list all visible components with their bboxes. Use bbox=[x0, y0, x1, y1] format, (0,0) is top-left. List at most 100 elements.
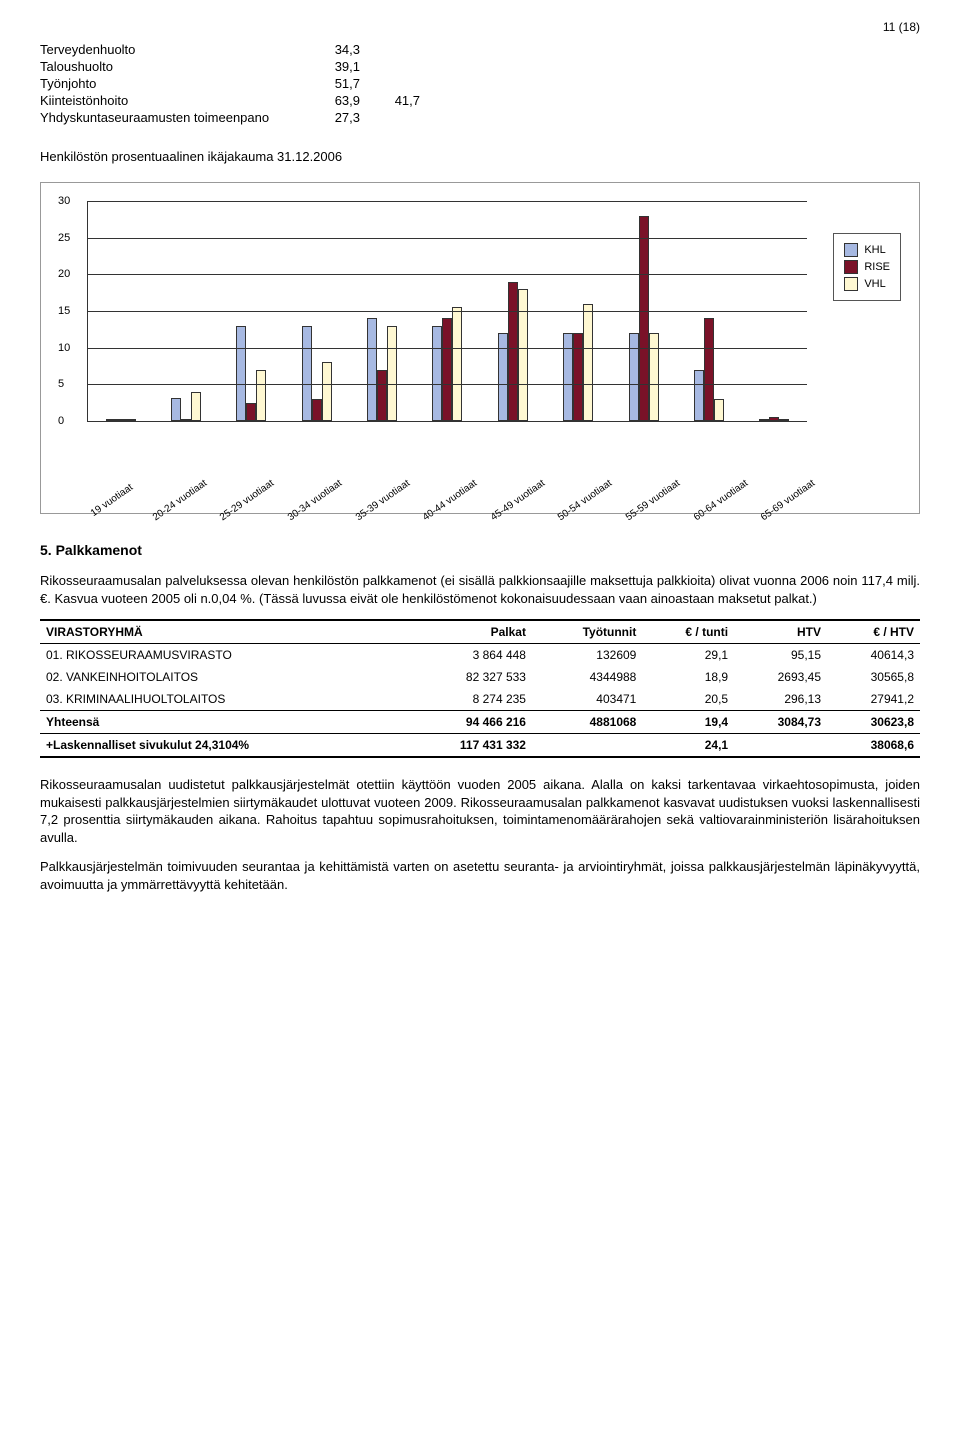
bar bbox=[452, 307, 462, 421]
paragraph-3: Palkkausjärjestelmän toimivuuden seurant… bbox=[40, 858, 920, 893]
table-footer-row: +Laskennalliset sivukulut 24,3104%117 43… bbox=[40, 734, 920, 757]
table-row: 01. RIKOSSEURAAMUSVIRASTO3 864 448132609… bbox=[40, 644, 920, 666]
row-label: Kiinteistönhoito bbox=[40, 93, 300, 108]
data-row: Taloushuolto 39,1 bbox=[40, 59, 920, 74]
page-number: 11 (18) bbox=[40, 20, 920, 34]
table-cell: 30565,8 bbox=[827, 666, 920, 688]
bar bbox=[256, 370, 266, 421]
row-value-2 bbox=[360, 76, 420, 91]
table-cell: 18,9 bbox=[642, 666, 734, 688]
y-axis-label: 0 bbox=[58, 415, 64, 427]
costs-table: VIRASTORYHMÄPalkatTyötunnit€ / tuntiHTV€… bbox=[40, 619, 920, 758]
bar bbox=[498, 333, 508, 421]
table-cell: 2693,45 bbox=[734, 666, 827, 688]
section-5-heading: 5. Palkkamenot bbox=[40, 542, 920, 558]
table-cell: 117 431 332 bbox=[401, 734, 532, 757]
y-axis-label: 30 bbox=[58, 195, 70, 207]
table-cell: 20,5 bbox=[642, 688, 734, 711]
row-value-1: 27,3 bbox=[300, 110, 360, 125]
row-value-2 bbox=[360, 42, 420, 57]
data-row: Yhdyskuntaseuraamusten toimeenpano 27,3 bbox=[40, 110, 920, 125]
table-header-cell: € / HTV bbox=[827, 620, 920, 644]
paragraph-1: Rikosseuraamusalan palveluksessa olevan … bbox=[40, 572, 920, 607]
row-label: Yhdyskuntaseuraamusten toimeenpano bbox=[40, 110, 300, 125]
row-label: Terveydenhuolto bbox=[40, 42, 300, 57]
legend-swatch bbox=[844, 277, 858, 291]
legend-label: RISE bbox=[864, 261, 890, 273]
table-cell: 40614,3 bbox=[827, 644, 920, 666]
legend-label: VHL bbox=[864, 278, 885, 290]
legend-item: KHL bbox=[844, 243, 890, 257]
x-axis-label: 55-59 vuotiaat bbox=[622, 477, 684, 525]
x-axis-label: 19 vuotiaat bbox=[81, 477, 143, 525]
table-cell: 4881068 bbox=[532, 711, 642, 734]
bar bbox=[377, 370, 387, 421]
table-cell: 03. KRIMINAALIHUOLTOLAITOS bbox=[40, 688, 401, 711]
table-row: 02. VANKEINHOITOLAITOS82 327 53343449881… bbox=[40, 666, 920, 688]
gridline bbox=[88, 384, 807, 385]
table-row: 03. KRIMINAALIHUOLTOLAITOS8 274 23540347… bbox=[40, 688, 920, 711]
bar bbox=[518, 289, 528, 421]
table-cell: 82 327 533 bbox=[401, 666, 532, 688]
bar bbox=[367, 318, 377, 421]
bar bbox=[432, 326, 442, 421]
chart-title: Henkilöstön prosentuaalinen ikäjakauma 3… bbox=[40, 149, 920, 164]
x-axis-label: 20-24 vuotiaat bbox=[149, 477, 211, 525]
table-cell: 8 274 235 bbox=[401, 688, 532, 711]
table-total-row: Yhteensä94 466 216488106819,43084,733062… bbox=[40, 711, 920, 734]
data-row: Kiinteistönhoito 63,9 41,7 bbox=[40, 93, 920, 108]
data-row: Terveydenhuolto 34,3 bbox=[40, 42, 920, 57]
gridline bbox=[88, 311, 807, 312]
table-cell: 95,15 bbox=[734, 644, 827, 666]
bar bbox=[442, 318, 452, 421]
table-cell: 4344988 bbox=[532, 666, 642, 688]
gridline bbox=[88, 348, 807, 349]
y-axis-label: 20 bbox=[58, 268, 70, 280]
table-cell: Yhteensä bbox=[40, 711, 401, 734]
table-header-cell: € / tunti bbox=[642, 620, 734, 644]
bar bbox=[714, 399, 724, 421]
table-cell: 24,1 bbox=[642, 734, 734, 757]
table-cell: 94 466 216 bbox=[401, 711, 532, 734]
table-cell: 3084,73 bbox=[734, 711, 827, 734]
x-axis-label: 65-69 vuotiaat bbox=[758, 477, 820, 525]
row-label: Taloushuolto bbox=[40, 59, 300, 74]
x-axis-label: 45-49 vuotiaat bbox=[487, 477, 549, 525]
table-cell: 27941,2 bbox=[827, 688, 920, 711]
top-data-rows: Terveydenhuolto 34,3 Taloushuolto 39,1 T… bbox=[40, 42, 920, 125]
legend-label: KHL bbox=[864, 244, 885, 256]
gridline bbox=[88, 421, 807, 422]
bar bbox=[322, 362, 332, 421]
bar bbox=[312, 399, 322, 421]
table-cell: 38068,6 bbox=[827, 734, 920, 757]
table-header-cell: Työtunnit bbox=[532, 620, 642, 644]
chart-legend: KHL RISE VHL bbox=[833, 233, 901, 301]
x-axis-label: 40-44 vuotiaat bbox=[419, 477, 481, 525]
bar bbox=[302, 326, 312, 421]
table-header-cell: VIRASTORYHMÄ bbox=[40, 620, 401, 644]
x-axis-label: 25-29 vuotiaat bbox=[216, 477, 278, 525]
x-axis-label: 60-64 vuotiaat bbox=[690, 477, 752, 525]
row-value-1: 39,1 bbox=[300, 59, 360, 74]
table-cell bbox=[734, 734, 827, 757]
row-value-1: 34,3 bbox=[300, 42, 360, 57]
bar bbox=[694, 370, 704, 421]
legend-item: RISE bbox=[844, 260, 890, 274]
row-label: Työnjohto bbox=[40, 76, 300, 91]
y-axis-label: 25 bbox=[58, 232, 70, 244]
gridline bbox=[88, 238, 807, 239]
x-axis-label: 50-54 vuotiaat bbox=[555, 477, 617, 525]
row-value-1: 63,9 bbox=[300, 93, 360, 108]
table-header-cell: Palkat bbox=[401, 620, 532, 644]
table-cell: 30623,8 bbox=[827, 711, 920, 734]
x-axis-label: 30-34 vuotiaat bbox=[284, 477, 346, 525]
legend-swatch bbox=[844, 260, 858, 274]
table-cell bbox=[532, 734, 642, 757]
row-value-2 bbox=[360, 110, 420, 125]
bar bbox=[629, 333, 639, 421]
table-cell: 19,4 bbox=[642, 711, 734, 734]
bar bbox=[563, 333, 573, 421]
table-cell: 02. VANKEINHOITOLAITOS bbox=[40, 666, 401, 688]
legend-swatch bbox=[844, 243, 858, 257]
bar bbox=[639, 216, 649, 421]
